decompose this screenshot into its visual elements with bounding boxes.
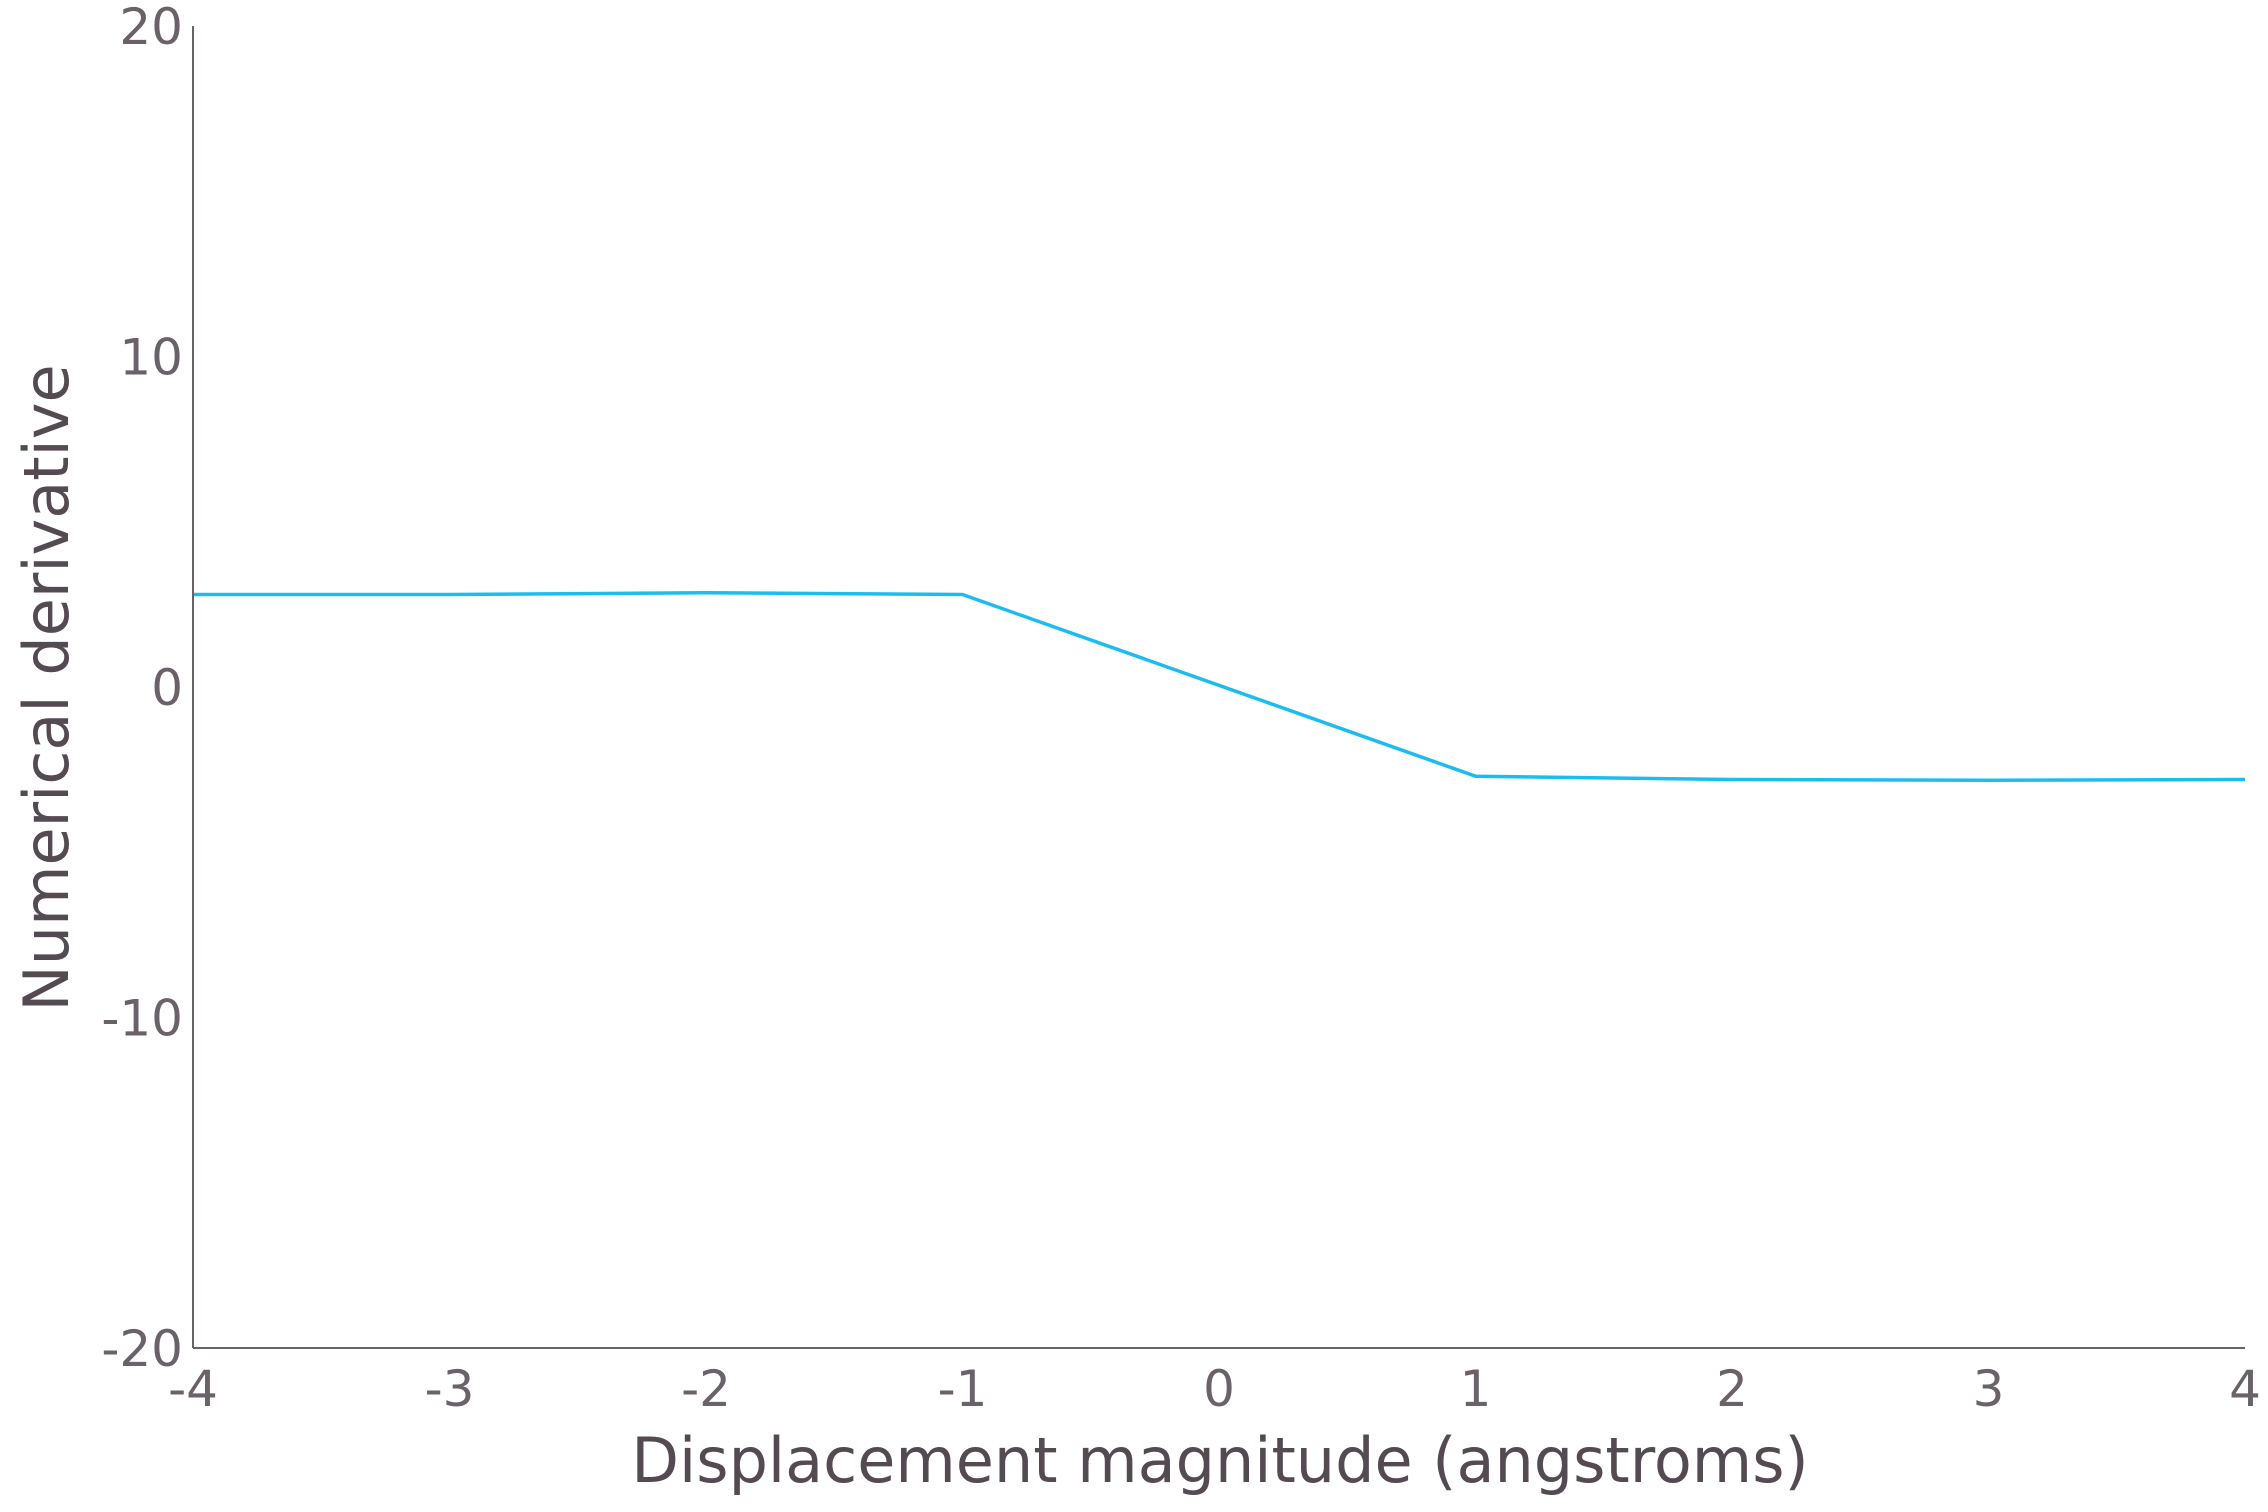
x-axis-title: Displacement magnitude (angstroms) — [631, 1424, 1808, 1497]
axes — [192, 26, 2245, 1349]
x-tick-label: 0 — [1203, 1360, 1235, 1418]
x-tick-label: -1 — [938, 1360, 988, 1418]
x-tick-label: -3 — [425, 1360, 475, 1418]
x-tick-label: -2 — [681, 1360, 731, 1418]
x-tick-label: 3 — [1973, 1360, 2005, 1418]
x-tick-labels: -4 -3 -2 -1 0 1 2 3 4 — [168, 1360, 2261, 1418]
series-line-0 — [193, 591, 2246, 782]
y-tick-label: 10 — [119, 329, 183, 387]
plot-area — [193, 591, 2246, 782]
x-tick-label: -4 — [168, 1360, 218, 1418]
y-tick-label: -20 — [101, 1320, 183, 1378]
x-tick-label: 4 — [2229, 1360, 2261, 1418]
y-tick-labels: 20 10 0 -10 -20 — [101, 0, 183, 1378]
y-tick-label: -10 — [101, 990, 183, 1048]
y-tick-label: 0 — [151, 659, 183, 717]
x-tick-label: 1 — [1460, 1360, 1492, 1418]
y-tick-label: 20 — [119, 0, 183, 56]
x-tick-label: 2 — [1716, 1360, 1748, 1418]
y-axis-title: Numerical derivative — [10, 364, 83, 1011]
